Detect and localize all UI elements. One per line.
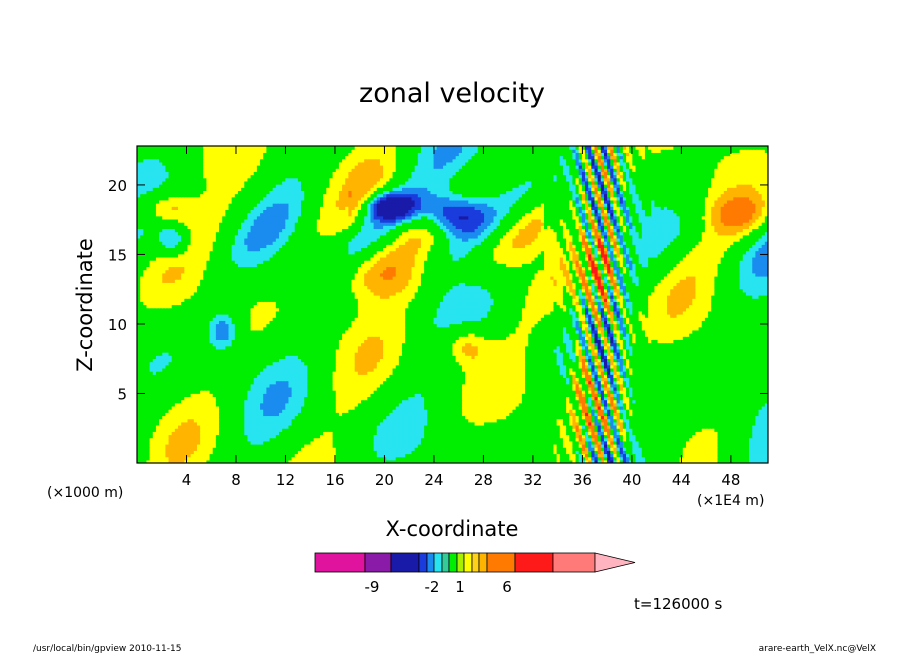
colorbar-segment	[553, 553, 595, 572]
colorbar-segment	[515, 553, 553, 572]
x-tick-label: 44	[672, 471, 691, 489]
x-unit-left: (×1000 m)	[47, 485, 123, 501]
x-tick-label: 12	[276, 471, 295, 489]
y-tick-label: 20	[108, 177, 127, 195]
chart-title: zonal velocity	[359, 78, 545, 109]
colorbar-segment	[434, 553, 442, 572]
y-tick-label: 5	[117, 385, 127, 403]
x-tick-label: 28	[474, 471, 493, 489]
colorbar-label: -2	[425, 578, 440, 596]
x-tick-label: 8	[231, 471, 241, 489]
colorbar-segment	[479, 553, 487, 572]
x-tick-label: 20	[375, 471, 394, 489]
colorbar-segment	[487, 553, 515, 572]
colorbar-extend-arrow	[595, 553, 635, 572]
x-tick-label: 16	[325, 471, 344, 489]
x-tick-label: 36	[573, 471, 592, 489]
colorbar-segment	[365, 553, 391, 572]
colorbar-segment	[419, 553, 427, 572]
colorbar-label: 1	[455, 578, 465, 596]
colorbar-segment	[449, 553, 457, 572]
colorbar-segment	[457, 553, 464, 572]
y-axis-label: Z-coordinate	[73, 238, 97, 372]
plot-area	[137, 146, 769, 464]
x-axis-label: X-coordinate	[386, 517, 519, 541]
footer-right: arare-earth_VelX.nc@VelX	[759, 644, 876, 654]
colorbar-label: -9	[365, 578, 380, 596]
footer-left: /usr/local/bin/gpview 2010-11-15	[33, 644, 181, 654]
y-tick-label: 15	[108, 246, 127, 264]
x-unit-right: (×1E4 m)	[697, 493, 764, 509]
x-tick-label: 24	[424, 471, 443, 489]
colorbar-segment	[391, 553, 419, 572]
x-tick-label: 48	[721, 471, 740, 489]
colorbar-labels: -9 -2 1 6	[365, 578, 512, 596]
colorbar-segment	[315, 553, 365, 572]
y-tick-label: 10	[108, 316, 127, 334]
x-tick-label: 32	[523, 471, 542, 489]
contour-field	[137, 146, 769, 464]
colorbar-segment	[472, 553, 479, 572]
colorbar-segment	[464, 553, 472, 572]
colorbar	[315, 553, 635, 572]
colorbar-segment	[442, 553, 449, 572]
colorbar-label: 6	[502, 578, 512, 596]
time-label: t=126000 s	[634, 595, 722, 613]
x-tick-label: 40	[622, 471, 641, 489]
colorbar-segment	[427, 553, 434, 572]
x-tick-label: 4	[182, 471, 192, 489]
